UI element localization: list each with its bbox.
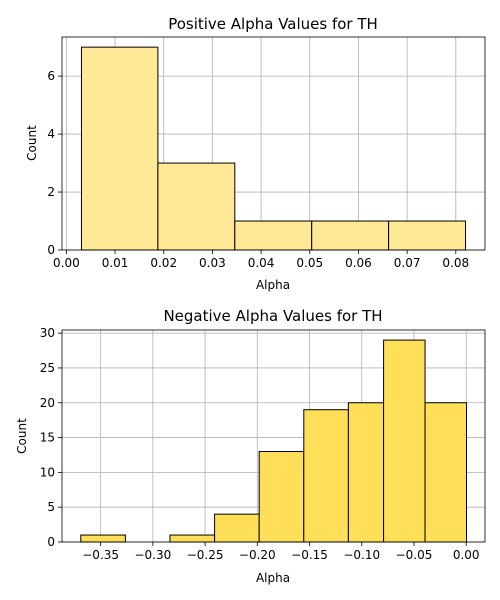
y-tick-label: 25 [40,361,55,375]
histogram-bar [347,402,385,543]
x-tick-label: −0.10 [343,548,380,562]
histogram-bar [311,220,390,251]
chart-1-title: Positive Alpha Values for TH [168,15,378,33]
histogram-bar [303,409,349,543]
x-tick-label: 0.01 [102,256,129,270]
y-tick-label: 5 [47,500,55,514]
x-tick-label: 0.00 [53,256,80,270]
chart-2-x-ticks: −0.35 −0.30 −0.25 −0.20 −0.15 −0.10 −0.05 0.00 [82,542,480,562]
x-tick-label: −0.35 [82,548,119,562]
chart-2-y-ticks: 0 5 10 15 20 25 30 [40,326,62,549]
histogram-bar [258,450,305,543]
y-tick-label: 0 [47,243,55,257]
y-tick-label: 2 [47,185,55,199]
histogram-bar [169,534,216,543]
y-tick-label: 6 [47,69,55,83]
x-tick-label: −0.15 [291,548,328,562]
x-tick-label: −0.05 [396,548,433,562]
x-tick-label: −0.30 [134,548,171,562]
histogram-bar [80,46,159,251]
y-tick-label: 15 [40,431,55,445]
chart-positive-alpha: Positive Alpha Values for TH 0.00 0.01 0.0… [25,15,486,292]
histogram-bar [234,220,313,251]
histogram-bar [383,339,426,543]
x-tick-label: 0.02 [150,256,177,270]
chart-1-y-axis-label: Count [25,125,39,161]
x-tick-label: 0.05 [296,256,323,270]
x-tick-label: 0.03 [199,256,226,270]
histogram-bar [214,513,260,543]
x-tick-label: 0.00 [453,548,480,562]
histogram-bar [80,534,126,543]
x-tick-label: 0.06 [345,256,372,270]
chart-1-y-ticks: 0 2 4 6 [47,69,62,257]
chart-2-plot-frame [61,329,486,543]
chart-2-y-axis-label: Count [15,418,29,454]
histogram-bar [157,162,236,251]
x-tick-label: 0.08 [442,256,469,270]
x-tick-label: 0.07 [394,256,421,270]
y-tick-label: 10 [40,465,55,479]
chart-1-x-ticks: 0.00 0.01 0.02 0.03 0.04 0.05 0.06 0.07 0.08 [53,250,469,270]
chart-1-x-axis-label: Alpha [256,278,290,292]
chart-2-x-axis-label: Alpha [256,571,290,585]
y-tick-label: 0 [47,535,55,549]
x-tick-label: −0.20 [239,548,276,562]
chart-2-title: Negative Alpha Values for TH [163,307,382,325]
x-tick-label: 0.04 [248,256,275,270]
histogram-bar [388,220,467,251]
x-tick-label: −0.25 [187,548,224,562]
y-tick-label: 30 [40,326,55,340]
y-tick-label: 20 [40,396,55,410]
histogram-bar [424,402,468,543]
chart-negative-alpha: Negative Alpha Values for TH −0.35 −0.30−… [15,307,486,585]
chart-1-plot-frame [61,36,486,251]
y-tick-label: 4 [47,127,55,141]
chart-1-bars [80,46,467,251]
